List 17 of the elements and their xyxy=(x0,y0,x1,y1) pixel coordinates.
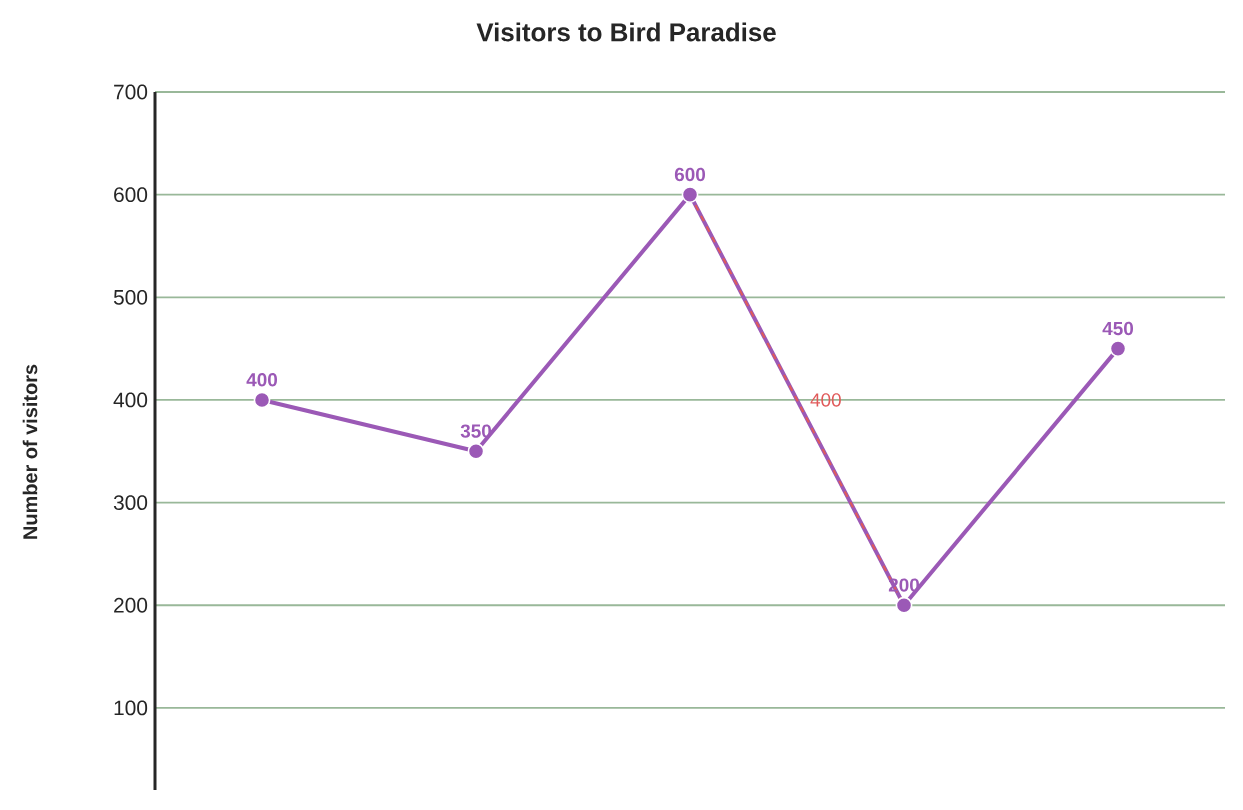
point xyxy=(1109,340,1127,358)
point xyxy=(681,186,699,204)
y-tick-label: 600 xyxy=(114,187,148,203)
data-label: 600 xyxy=(674,167,706,182)
y-tick-label: 400 xyxy=(113,392,148,408)
y-tick-label: 200 xyxy=(114,597,148,613)
point xyxy=(895,596,913,614)
point xyxy=(253,391,271,409)
y-tick-label: 500 xyxy=(113,289,148,305)
point xyxy=(467,442,485,460)
y-axis-title: Number of visitors xyxy=(22,364,38,539)
data-label: 450 xyxy=(1102,321,1134,336)
y-tick-label: 100 xyxy=(114,700,148,716)
y-tick-label: 700 xyxy=(114,84,148,100)
data-label: 400 xyxy=(246,373,278,387)
y-tick-label: 300 xyxy=(113,495,148,511)
chart-title: Visitors to Bird Paradise xyxy=(476,22,776,42)
